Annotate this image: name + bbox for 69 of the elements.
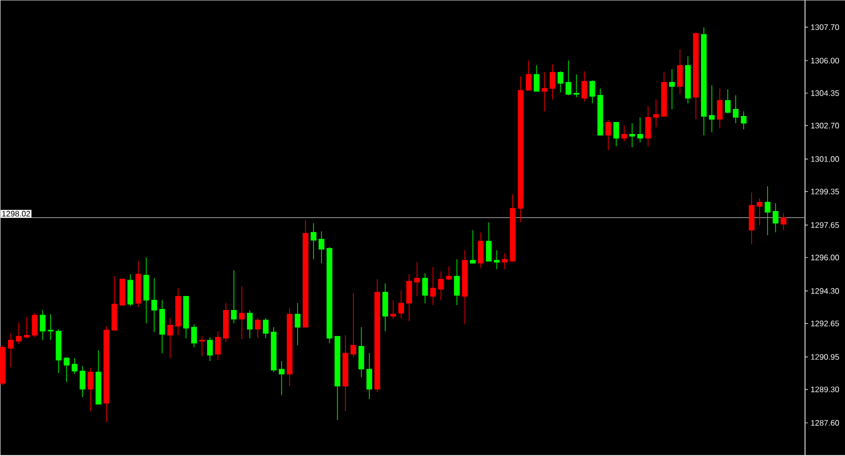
candlestick [318, 231, 324, 264]
candlestick [215, 330, 221, 361]
candlestick [414, 262, 420, 297]
candlestick [207, 337, 213, 362]
candlestick [582, 71, 588, 102]
candlestick [550, 64, 556, 100]
candlestick [88, 368, 94, 412]
candlestick [653, 99, 659, 128]
candlestick [542, 72, 548, 112]
candlestick [438, 271, 444, 301]
candlestick [72, 358, 78, 375]
candlestick [669, 69, 675, 110]
candlestick [470, 230, 476, 264]
candlestick [48, 314, 54, 341]
candlestick [16, 322, 22, 345]
candlestick [621, 125, 628, 142]
candlestick [80, 366, 86, 398]
candlestick [534, 65, 540, 92]
candlestick [151, 278, 158, 333]
candlestick [167, 318, 173, 359]
candlestick [310, 223, 316, 260]
candlestick [406, 274, 412, 322]
candlestick [199, 336, 205, 357]
candlestick [398, 290, 404, 319]
candlestick [566, 60, 572, 96]
candlestick [238, 286, 245, 340]
candlestick [486, 222, 492, 262]
candlestick [390, 300, 396, 320]
candlestick [278, 360, 285, 396]
candlestick [358, 327, 364, 378]
candlestick [24, 317, 30, 339]
candlestick [629, 123, 636, 148]
candlestick [8, 333, 14, 368]
candlestick [422, 273, 428, 304]
candlestick [430, 267, 436, 306]
candlestick [724, 89, 731, 114]
candlestick [191, 324, 197, 348]
candlestick [574, 74, 580, 98]
candlestick [294, 303, 300, 346]
candlestick [478, 232, 484, 269]
candlestick [494, 250, 500, 270]
candlestick [772, 203, 778, 233]
candlestick [645, 106, 651, 147]
candlestick [64, 356, 70, 383]
candlestick [716, 88, 723, 129]
candlestick [254, 318, 261, 339]
candlestick [558, 71, 564, 93]
candlestick [756, 198, 762, 226]
candlestick [637, 117, 643, 143]
candlestick [446, 266, 452, 281]
candlestick [605, 120, 612, 151]
candlestick [366, 353, 372, 400]
candlestick [231, 270, 237, 324]
candlestick [740, 111, 747, 130]
candlestick [526, 60, 532, 91]
candlestick [613, 122, 620, 147]
candlestick [246, 310, 253, 339]
candlestick [732, 95, 739, 124]
candlestick [454, 259, 460, 306]
candlestick [262, 318, 269, 339]
candlestick [32, 313, 38, 338]
candlestick [677, 49, 683, 95]
candlestick [708, 85, 715, 133]
candlestick [589, 80, 596, 104]
candlestick [780, 213, 786, 231]
candlestick [40, 310, 46, 341]
candlestick [764, 186, 770, 236]
candlestick [502, 253, 508, 270]
candlestick [350, 293, 356, 358]
